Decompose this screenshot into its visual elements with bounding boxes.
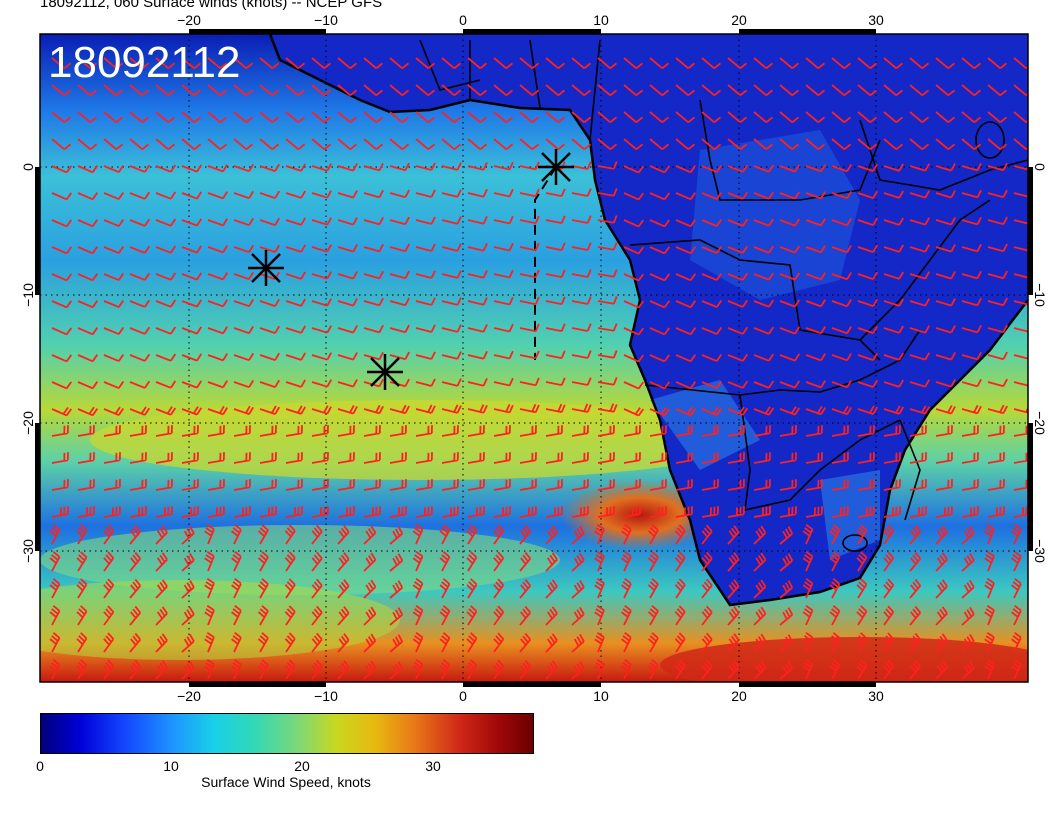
x-tick-top: 10 xyxy=(593,12,609,28)
colorbar-tick: 30 xyxy=(425,758,441,774)
y-tick-left: −10 xyxy=(20,283,36,307)
y-tick-left: −20 xyxy=(20,411,36,435)
wind-barbs xyxy=(49,57,1028,680)
timestamp-label: 18092112 xyxy=(48,38,241,87)
x-tick-bottom: −10 xyxy=(314,688,338,704)
x-tick-top: 0 xyxy=(459,12,467,28)
axis-frame-bars xyxy=(35,29,1033,687)
x-tick-bottom: −20 xyxy=(177,688,201,704)
colorbar-label: Surface Wind Speed, knots xyxy=(201,774,371,790)
x-tick-top: 30 xyxy=(868,12,884,28)
storm-marker-icon xyxy=(367,354,403,390)
storm-marker-icon xyxy=(248,250,284,286)
y-tick-right: −30 xyxy=(1032,539,1048,563)
lat-lon-grid xyxy=(40,34,1028,682)
x-tick-top: −10 xyxy=(314,12,338,28)
colorbar xyxy=(40,713,534,754)
x-tick-top: −20 xyxy=(177,12,201,28)
y-tick-left: −30 xyxy=(20,539,36,563)
y-tick-left: 0 xyxy=(20,163,36,171)
coastline xyxy=(268,34,1028,607)
colorbar-tick: 20 xyxy=(294,758,310,774)
x-tick-bottom: 0 xyxy=(459,688,467,704)
wind-barb-icon xyxy=(49,57,1028,680)
y-tick-right: 0 xyxy=(1032,163,1048,171)
storm-marker-icon xyxy=(538,149,574,185)
colorbar-tick: 10 xyxy=(163,758,179,774)
country-borders xyxy=(419,39,1028,521)
x-tick-bottom: 20 xyxy=(731,688,747,704)
x-tick-top: 20 xyxy=(731,12,747,28)
x-tick-bottom: 10 xyxy=(593,688,609,704)
colorbar-tick: 0 xyxy=(36,758,44,774)
chart-title: 18092112, 060 Surface winds (knots) -- N… xyxy=(40,0,383,11)
y-tick-right: −20 xyxy=(1032,411,1048,435)
y-tick-right: −10 xyxy=(1032,283,1048,307)
x-tick-bottom: 30 xyxy=(868,688,884,704)
